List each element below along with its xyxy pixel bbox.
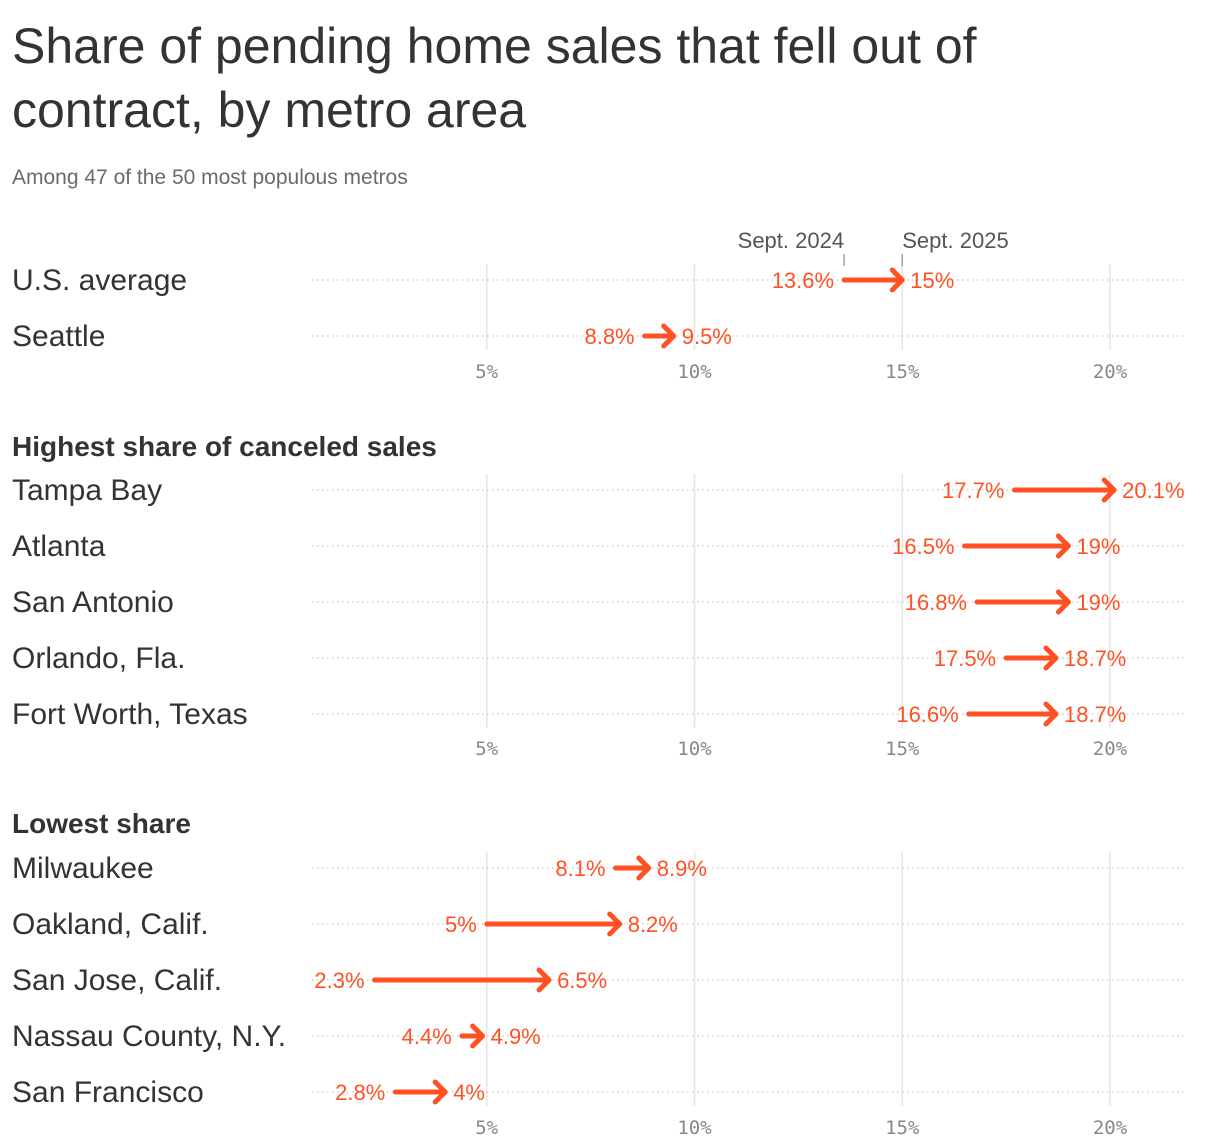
chart-title: Share of pending home sales that fell ou… [12, 18, 977, 138]
from-value-label: 2.8% [335, 1080, 385, 1105]
to-value-label: 19% [1076, 534, 1120, 559]
x-tick-label: 10% [677, 738, 712, 760]
arrow-head [636, 855, 652, 881]
from-value-label: 2.3% [314, 968, 364, 993]
to-value-label: 6.5% [557, 968, 607, 993]
x-tick-label: 15% [885, 361, 920, 383]
arrow-head [536, 967, 552, 993]
metro-label: San Antonio [12, 586, 174, 619]
from-value-label: 5% [445, 912, 477, 937]
to-value-label: 9.5% [682, 324, 732, 349]
arrow-head [661, 323, 677, 349]
metro-label: Milwaukee [12, 852, 154, 885]
from-value-label: 4.4% [402, 1024, 452, 1049]
arrow-head [1101, 477, 1117, 503]
x-tick-label: 20% [1093, 361, 1128, 383]
to-value-label: 20.1% [1122, 478, 1184, 503]
chart-subtitle: Among 47 of the 50 most populous metros [12, 166, 408, 189]
arrow-head [432, 1079, 448, 1105]
metro-label: Tampa Bay [12, 474, 162, 507]
x-tick-label: 15% [885, 738, 920, 760]
to-value-label: 18.7% [1064, 702, 1126, 727]
arrow-head [1055, 533, 1071, 559]
panel-heading: Lowest share [12, 808, 191, 839]
from-value-label: 16.5% [892, 534, 954, 559]
metro-label: Atlanta [12, 530, 106, 563]
x-tick-label: 15% [885, 1117, 920, 1139]
x-tick-label: 20% [1093, 738, 1128, 760]
arrow-head [1055, 589, 1071, 615]
to-value-label: 4.9% [491, 1024, 541, 1049]
metro-label: San Francisco [12, 1076, 204, 1109]
from-value-label: 8.8% [584, 324, 634, 349]
x-tick-label: 5% [475, 361, 498, 383]
x-tick-label: 20% [1093, 1117, 1128, 1139]
metro-label: Oakland, Calif. [12, 908, 209, 941]
arrow-head [889, 267, 905, 293]
from-value-label: 17.5% [934, 646, 996, 671]
from-value-label: 13.6% [772, 268, 834, 293]
x-tick-label: 5% [475, 738, 498, 760]
from-value-label: 17.7% [942, 478, 1004, 503]
arrow-head [1043, 701, 1059, 727]
to-value-label: 19% [1076, 590, 1120, 615]
from-value-label: 16.6% [896, 702, 958, 727]
metro-label: U.S. average [12, 264, 187, 297]
metro-label: Fort Worth, Texas [12, 698, 248, 731]
legend-from-label: Sept. 2024 [738, 228, 844, 253]
arrow-head [607, 911, 623, 937]
arrow-head [470, 1023, 486, 1049]
metro-label: Orlando, Fla. [12, 642, 185, 675]
panel-heading: Highest share of canceled sales [12, 431, 437, 462]
x-tick-label: 10% [677, 1117, 712, 1139]
to-value-label: 8.2% [628, 912, 678, 937]
metro-label: Seattle [12, 320, 105, 353]
x-tick-label: 10% [677, 361, 712, 383]
to-value-label: 4% [453, 1080, 485, 1105]
metro-label: Nassau County, N.Y. [12, 1020, 286, 1053]
to-value-label: 18.7% [1064, 646, 1126, 671]
x-tick-label: 5% [475, 1117, 498, 1139]
from-value-label: 16.8% [905, 590, 967, 615]
to-value-label: 8.9% [657, 856, 707, 881]
from-value-label: 8.1% [555, 856, 605, 881]
metro-label: San Jose, Calif. [12, 964, 222, 997]
legend-to-label: Sept. 2025 [902, 228, 1008, 253]
arrow-head [1043, 645, 1059, 671]
to-value-label: 15% [910, 268, 954, 293]
